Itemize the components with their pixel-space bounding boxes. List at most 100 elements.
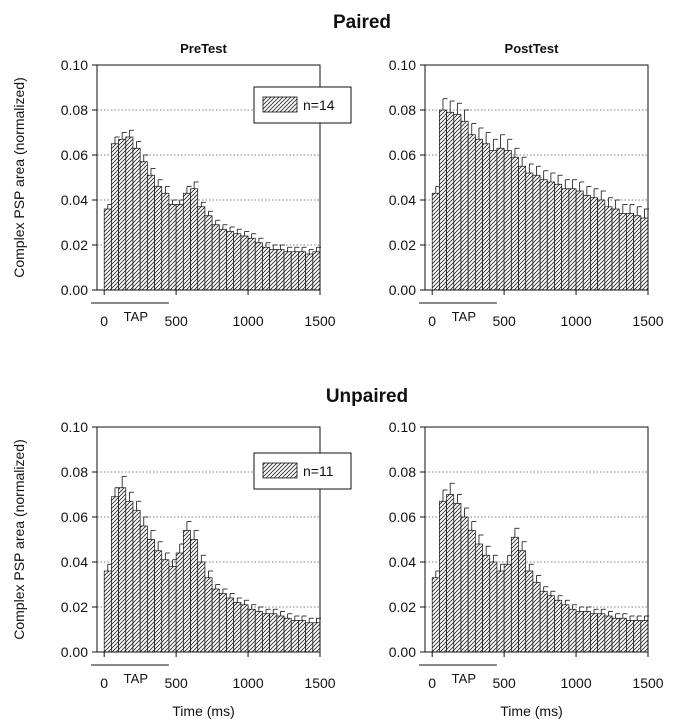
bar [597,613,606,653]
x-tick-label: 1000 [232,313,263,329]
legend-label: n=11 [303,463,334,479]
bar [305,622,314,653]
y-tick-label: 0.08 [389,102,416,118]
bar [525,570,534,653]
bar [503,150,512,291]
bar [269,613,278,653]
x-tick-label: 1500 [304,313,335,329]
y-axis-label: Complex PSP area (normalized) [11,439,27,640]
bar [168,204,177,291]
y-tick-label: 0.00 [389,644,416,660]
bar [103,208,112,291]
bar [132,509,141,653]
x-tick-label: 500 [164,675,188,691]
plot-frame [424,426,649,653]
bar [154,186,163,291]
bar [475,138,483,291]
bar [475,543,483,653]
y-tick-label: 0.04 [389,554,416,570]
x-tick-label: 1500 [304,675,335,691]
y-tick-label: 0.00 [61,282,88,298]
bar [482,554,491,653]
bar [118,138,127,291]
bar [283,251,292,291]
bar [633,620,642,653]
bar [604,206,613,291]
y-tick-label: 0.10 [389,57,416,73]
y-tick-label: 0.04 [61,192,88,208]
row-title-unpaired: Unpaired [326,386,408,407]
y-axis-label: Complex PSP area (normalized) [11,77,27,278]
y-tick-label: 0.06 [389,509,416,525]
y-tick-label: 0.04 [61,554,88,570]
bar [532,581,541,653]
x-tick-label: 0 [100,675,108,691]
bar [226,231,235,291]
tap-label: TAP [452,671,476,686]
tap-label: TAP [124,671,148,686]
bar [132,147,141,291]
bar [554,183,563,291]
y-tick-label: 0.10 [61,419,88,435]
bar [460,120,469,291]
bar [539,179,548,291]
bar [197,206,206,291]
bar [247,608,256,653]
bar [175,204,184,291]
y-tick-label: 0.08 [61,102,88,118]
bar [489,150,498,291]
y-tick-label: 0.08 [61,464,88,480]
bar [633,215,642,291]
y-tick-label: 0.00 [389,282,416,298]
bar [503,563,512,653]
y-tick-label: 0.02 [389,237,416,253]
plot-frame [96,64,321,291]
tap-label: TAP [124,309,148,324]
bar [154,550,163,653]
bar [298,620,306,653]
bar [190,539,199,653]
bar [298,251,306,291]
bar [182,192,191,291]
chart-panel-1: PreTest 0.00 0.02 0.04 0.06 0.08 0.10 0 500 1000 1… [11,41,352,329]
bar [276,249,285,291]
y-tick-label: 0.10 [389,419,416,435]
bar [611,617,620,653]
bar [618,213,627,291]
bar [446,111,455,291]
bar [283,617,292,653]
bar [626,620,634,653]
y-tick-label: 0.06 [61,147,88,163]
bar [254,242,263,291]
bar [510,536,519,653]
bar [161,559,170,653]
bar [312,622,321,653]
bar [518,550,527,653]
bar [582,195,591,291]
x-tick-label: 500 [492,675,516,691]
bar [626,213,634,291]
bar [546,181,555,291]
bar [262,613,270,653]
bar [611,208,620,291]
y-tick-label: 0.06 [61,509,88,525]
bar [561,188,570,291]
bar [554,599,563,653]
plot-frame [96,426,321,653]
x-tick-label: 500 [164,313,188,329]
bar [640,217,649,291]
bar [168,566,177,653]
bar [590,613,598,653]
bar [218,593,227,653]
bar [539,590,548,653]
bar [175,552,184,653]
bar [561,604,570,653]
bar [460,516,469,653]
bar [290,251,299,291]
bar [482,143,491,291]
bar [226,597,235,653]
bar [446,494,455,653]
bar [431,577,440,653]
x-tick-label: 0 [428,675,436,691]
bar [518,165,527,291]
